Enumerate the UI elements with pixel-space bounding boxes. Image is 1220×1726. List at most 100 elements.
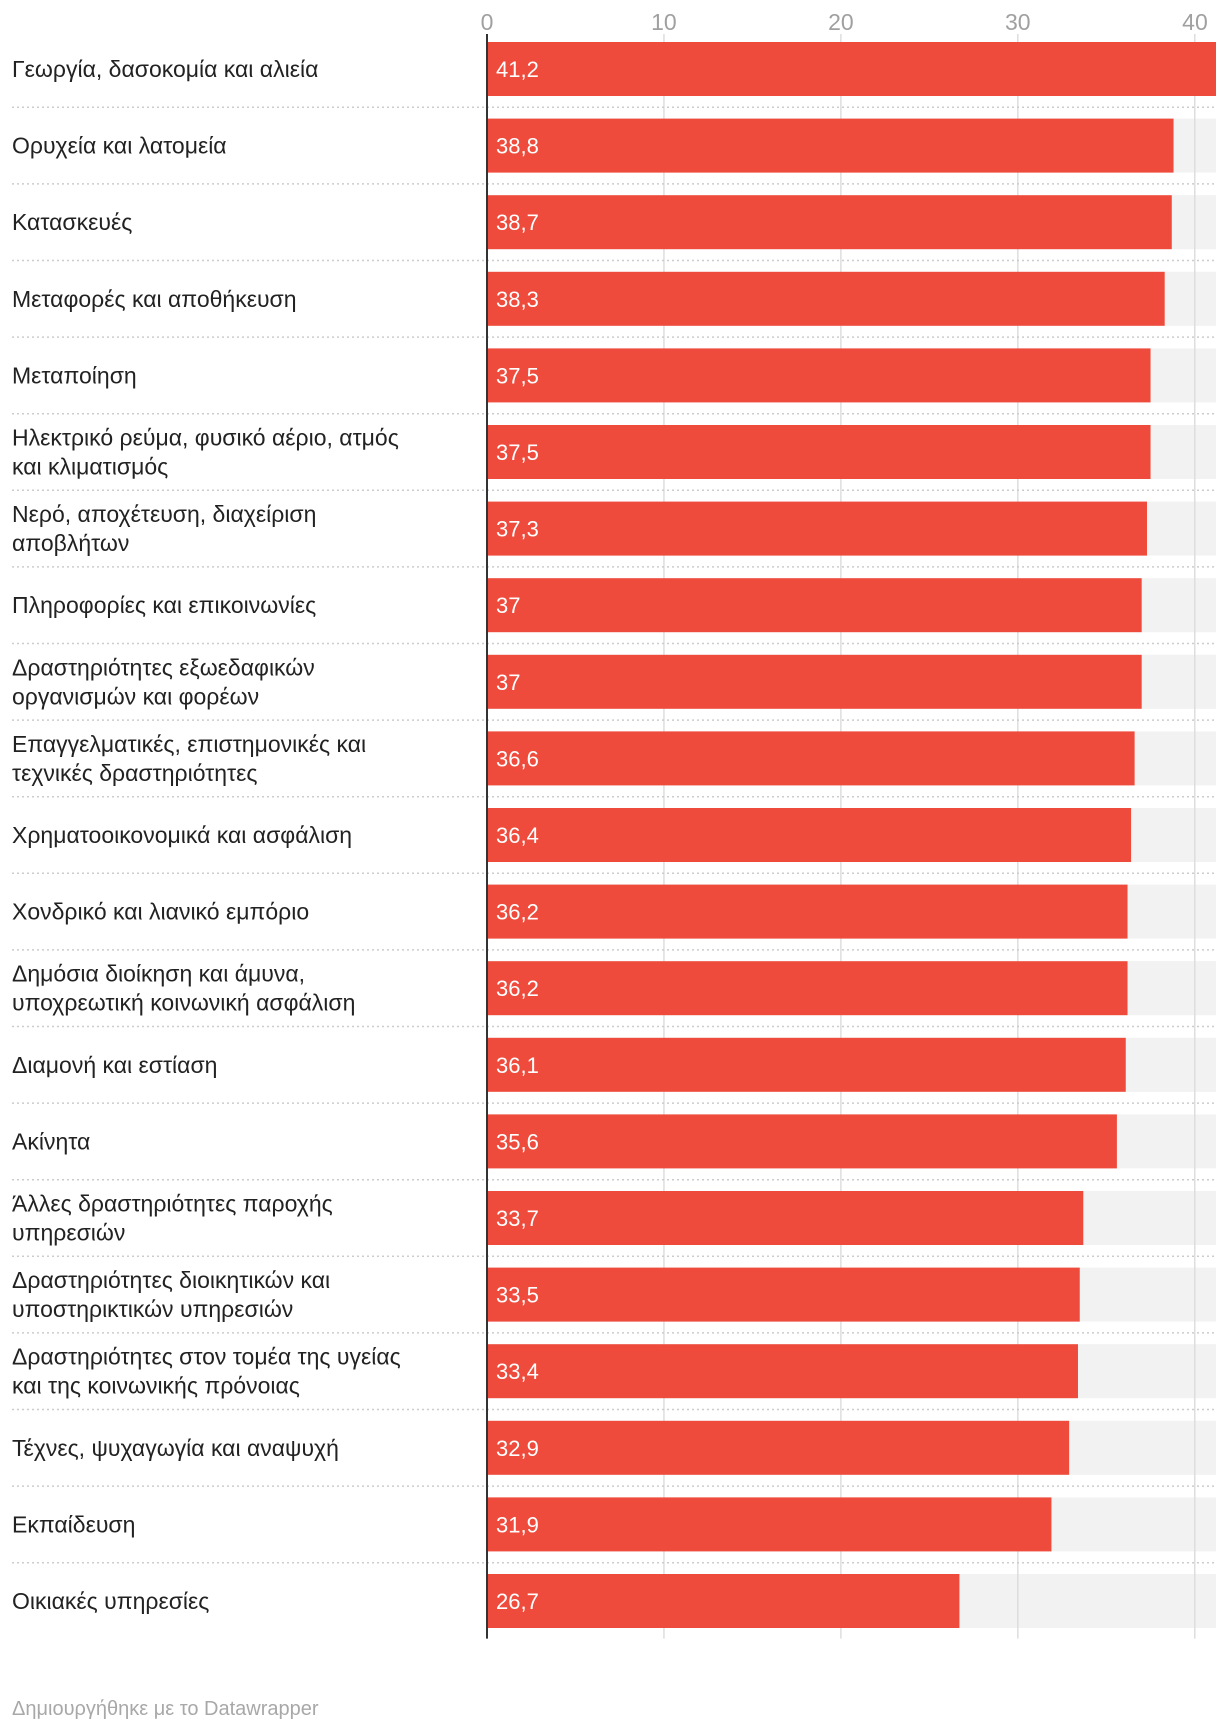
x-tick-label: 10 bbox=[651, 9, 677, 35]
category-label: Διαμονή και εστίαση bbox=[12, 1052, 217, 1078]
bar bbox=[487, 1497, 1052, 1552]
value-label: 37 bbox=[496, 670, 520, 695]
category-label: Οικιακές υπηρεσίες bbox=[12, 1588, 209, 1614]
value-label: 36,4 bbox=[496, 823, 539, 848]
value-label: 37,5 bbox=[496, 440, 539, 465]
category-label-line: υποχρεωτική κοινωνική ασφάλιση bbox=[12, 990, 355, 1016]
category-label-line: Άλλες δραστηριότητες παροχής bbox=[12, 1191, 333, 1217]
value-labels: 41,2 38,8 38,7 38,3 37,5 37,5 37,3 37 37 36,6 36,4… bbox=[496, 57, 539, 1614]
bar bbox=[487, 501, 1147, 556]
bar bbox=[487, 654, 1142, 709]
bar bbox=[487, 1420, 1070, 1475]
category-label: Τέχνες, ψυχαγωγία και αναψυχή bbox=[12, 1435, 339, 1461]
category-label: Δραστηριότητες εξωεδαφικών οργανισμών και… bbox=[12, 654, 315, 709]
bar bbox=[487, 195, 1172, 250]
bar bbox=[487, 1191, 1084, 1245]
category-label-line: Οικιακές υπηρεσίες bbox=[12, 1588, 209, 1614]
category-label: Άλλες δραστηριότητες παροχής υπηρεσιών bbox=[12, 1191, 333, 1246]
category-label: Κατασκευές bbox=[12, 209, 132, 235]
category-label: Δημόσια διοίκηση και άμυνα, υποχρεωτική κ… bbox=[12, 961, 355, 1016]
category-label: Δραστηριότητες στον τομέα της υγείας και … bbox=[12, 1344, 401, 1399]
value-label: 41,2 bbox=[496, 57, 539, 82]
value-label: 33,7 bbox=[496, 1206, 539, 1231]
bar bbox=[487, 1574, 960, 1628]
bar bbox=[487, 1037, 1126, 1092]
category-label: Χρηματοοικονομικά και ασφάλιση bbox=[12, 822, 352, 848]
x-axis: 0 10 20 30 40 bbox=[481, 9, 1208, 1639]
category-label-line: αποβλήτων bbox=[12, 530, 129, 556]
value-label: 37,3 bbox=[496, 517, 539, 542]
bar bbox=[487, 884, 1128, 939]
category-label: Ακίνητα bbox=[12, 1128, 90, 1154]
x-tick-label: 20 bbox=[828, 9, 854, 35]
value-label: 37 bbox=[496, 593, 520, 618]
category-label-line: Χρηματοοικονομικά και ασφάλιση bbox=[12, 822, 352, 848]
category-label: Ηλεκτρικό ρεύμα, φυσικό αέριο, ατμός και … bbox=[12, 425, 399, 480]
category-label-line: Μεταφορές και αποθήκευση bbox=[12, 286, 297, 312]
category-label-line: Ηλεκτρικό ρεύμα, φυσικό αέριο, ατμός bbox=[12, 425, 399, 451]
bar bbox=[487, 118, 1174, 173]
category-label: Μεταποίηση bbox=[12, 362, 137, 388]
category-label-line: Δραστηριότητες στον τομέα της υγείας bbox=[12, 1344, 401, 1370]
category-label-line: Χονδρικό και λιανικό εμπόριο bbox=[12, 899, 309, 925]
category-labels: Γεωργία, δασοκομία και αλιεία Ορυχεία και… bbox=[12, 56, 401, 1614]
value-label: 33,5 bbox=[496, 1283, 539, 1308]
bar bbox=[487, 961, 1128, 1016]
bar bbox=[487, 425, 1151, 479]
category-label-line: Εκπαίδευση bbox=[12, 1511, 135, 1537]
category-label-line: Πληροφορίες και επικοινωνίες bbox=[12, 592, 316, 618]
value-label: 33,4 bbox=[496, 1359, 539, 1384]
category-label-line: Δημόσια διοίκηση και άμυνα, bbox=[12, 961, 305, 987]
category-label: Επαγγελματικές, επιστημονικές και τεχνικέ… bbox=[12, 731, 366, 786]
category-label-line: Μεταποίηση bbox=[12, 362, 137, 388]
category-label-line: Ακίνητα bbox=[12, 1128, 90, 1154]
category-label-line: Επαγγελματικές, επιστημονικές και bbox=[12, 731, 366, 757]
value-label: 36,2 bbox=[496, 900, 539, 925]
category-label-line: Τέχνες, ψυχαγωγία και αναψυχή bbox=[12, 1435, 339, 1461]
bar bbox=[487, 271, 1165, 326]
category-label-line: Κατασκευές bbox=[12, 209, 132, 235]
value-label: 38,7 bbox=[496, 210, 539, 235]
category-label: Μεταφορές και αποθήκευση bbox=[12, 286, 297, 312]
bar bbox=[487, 1267, 1080, 1322]
category-label-line: υποστηρικτικών υπηρεσιών bbox=[12, 1296, 293, 1322]
bar bbox=[487, 1114, 1117, 1169]
category-label-line: και κλιματισμός bbox=[12, 454, 168, 480]
value-label: 38,3 bbox=[496, 287, 539, 312]
value-label: 38,8 bbox=[496, 134, 539, 159]
category-label-line: τεχνικές δραστηριότητες bbox=[12, 760, 257, 786]
bar bbox=[487, 1344, 1078, 1399]
category-label: Χονδρικό και λιανικό εμπόριο bbox=[12, 899, 309, 925]
category-label-line: Δραστηριότητες διοικητικών και bbox=[12, 1267, 330, 1293]
value-label: 26,7 bbox=[496, 1589, 539, 1614]
category-label: Νερό, αποχέτευση, διαχείριση αποβλήτων bbox=[12, 501, 316, 556]
x-tick-label: 0 bbox=[481, 9, 494, 35]
category-label-line: Ορυχεία και λατομεία bbox=[12, 133, 227, 159]
value-label: 36,1 bbox=[496, 1053, 539, 1078]
category-label-line: Γεωργία, δασοκομία και αλιεία bbox=[12, 56, 318, 82]
category-label: Εκπαίδευση bbox=[12, 1511, 135, 1537]
category-label: Πληροφορίες και επικοινωνίες bbox=[12, 592, 316, 618]
category-label: Δραστηριότητες διοικητικών και υποστηρικτ… bbox=[12, 1267, 330, 1322]
category-label-line: Δραστηριότητες εξωεδαφικών bbox=[12, 654, 315, 680]
category-label-line: υπηρεσιών bbox=[12, 1220, 125, 1246]
category-label: Ορυχεία και λατομεία bbox=[12, 133, 227, 159]
category-label-line: και της κοινωνικής πρόνοιας bbox=[12, 1373, 300, 1399]
datawrapper-credit[interactable]: Δημιουργήθηκε με το Datawrapper bbox=[12, 1698, 319, 1720]
bar bbox=[487, 808, 1132, 862]
bar bbox=[487, 348, 1151, 403]
category-label-line: Νερό, αποχέτευση, διαχείριση bbox=[12, 501, 316, 527]
value-label: 37,5 bbox=[496, 363, 539, 388]
bar bbox=[487, 42, 1216, 96]
x-tick-label: 30 bbox=[1005, 9, 1031, 35]
bar bbox=[487, 578, 1142, 633]
x-tick-label: 40 bbox=[1182, 9, 1208, 35]
value-label: 36,6 bbox=[496, 746, 539, 771]
value-label: 35,6 bbox=[496, 1129, 539, 1154]
bars bbox=[487, 42, 1216, 1628]
value-label: 31,9 bbox=[496, 1512, 539, 1537]
category-label: Γεωργία, δασοκομία και αλιεία bbox=[12, 56, 318, 82]
row-separators bbox=[12, 106, 1216, 1564]
category-label-line: οργανισμών και φορέων bbox=[12, 683, 259, 709]
